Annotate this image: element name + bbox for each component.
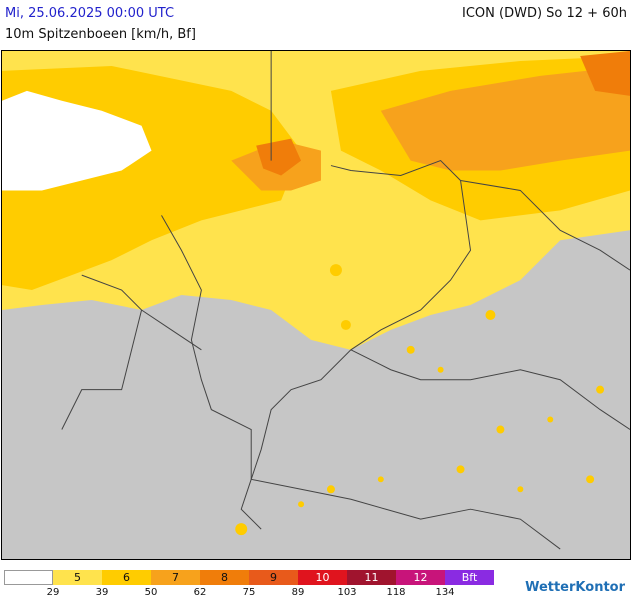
legend-swatch: 5 [53, 570, 102, 585]
gust-field-bft8-coast [256, 138, 302, 176]
legend-label: 11 [364, 571, 379, 584]
gust-field-bft8 [580, 51, 630, 96]
legend-swatch: 6 [102, 570, 151, 585]
legend-label: Bft [461, 571, 478, 584]
legend-label: 6 [123, 571, 130, 584]
legend-swatch: 11 [347, 570, 396, 585]
legend-label: 9 [270, 571, 277, 584]
legend-swatch: Bft [445, 570, 494, 585]
wind-gust-map [1, 50, 631, 560]
legend-tick: 29 [46, 587, 60, 598]
forecast-date: Mi, 25.06.2025 00:00 UTC [5, 6, 175, 21]
low-gust-area [2, 90, 152, 191]
legend-label: 8 [221, 571, 228, 584]
legend-tick: 50 [144, 587, 158, 598]
legend-tick: 103 [337, 587, 357, 598]
legend-swatch: 7 [151, 570, 200, 585]
legend-swatch [4, 570, 53, 585]
wetterkontor-logo: WetterKontor [525, 580, 625, 595]
legend-swatch: 12 [396, 570, 445, 585]
legend-tick: 89 [291, 587, 305, 598]
gust-field-bft7 [380, 65, 630, 171]
legend-label: 12 [413, 571, 428, 584]
legend-tick: 118 [386, 587, 406, 598]
legend-tick: 75 [242, 587, 256, 598]
legend-label: 7 [172, 571, 179, 584]
color-legend: 5 6 7 8 9 10 11 12 Bft [4, 570, 494, 585]
scattered-gust-cells [235, 264, 605, 536]
parameter-label: 10m Spitzenboeen [km/h, Bf] [5, 27, 196, 42]
legend-swatch: 10 [298, 570, 347, 585]
country-borders [61, 51, 630, 550]
model-run-label: ICON (DWD) So 12 + 60h [462, 6, 627, 21]
legend-tick: 39 [95, 587, 109, 598]
legend-tick: 134 [435, 587, 455, 598]
map-canvas [2, 51, 630, 550]
legend-ticks: 29 39 50 62 75 89 103 118 134 [4, 587, 504, 599]
legend-label: 5 [74, 571, 81, 584]
legend-tick: 62 [193, 587, 207, 598]
legend-swatch: 9 [249, 570, 298, 585]
legend-swatch: 8 [200, 570, 249, 585]
legend-label: 10 [315, 571, 330, 584]
